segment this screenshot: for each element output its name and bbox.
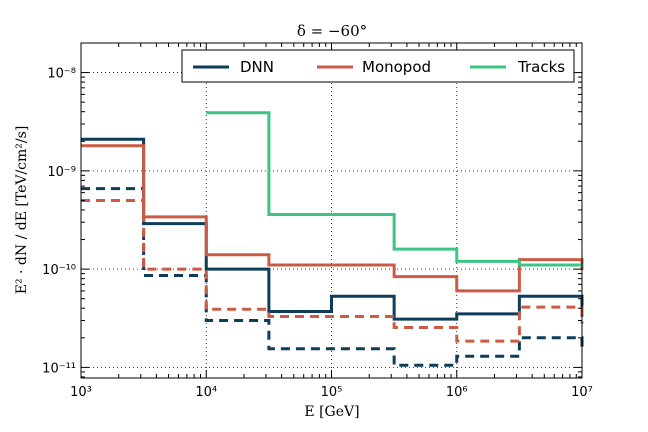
- chart-title: δ = −60°: [297, 22, 367, 40]
- x-tick-label: 10⁵: [321, 385, 343, 400]
- series-monopod-solid: [81, 144, 584, 293]
- legend-label-dnn: DNN: [240, 58, 274, 76]
- series-monopod-dashed: [81, 198, 584, 343]
- series-dnn-solid: [81, 137, 584, 321]
- ticks: [80, 43, 583, 378]
- x-tick-label: 10⁶: [446, 385, 468, 400]
- series-tracks-solid: [206, 111, 584, 268]
- legend-label-monopod: Monopod: [362, 58, 431, 76]
- y-tick-label: 10⁻¹¹: [42, 361, 76, 376]
- x-tick-label: 10⁷: [571, 385, 593, 400]
- legend-box: [181, 49, 575, 83]
- y-tick-label: 10⁻⁹: [47, 165, 76, 180]
- legend-label-tracks: Tracks: [517, 58, 565, 76]
- y-axis-title: E² · dN / dE [TeV/cm²/s]: [14, 126, 30, 295]
- x-axis-title: E [GeV]: [304, 404, 359, 420]
- x-tick-label: 10³: [70, 385, 92, 400]
- y-tick-label: 10⁻¹⁰: [42, 263, 76, 278]
- series-layer: [81, 111, 584, 367]
- y-tick-label: 10⁻⁸: [47, 67, 76, 82]
- tick-labels: 10³ 10⁴ 10⁵ 10⁶ 10⁷ 10⁻¹¹ 10⁻¹⁰ 10⁻⁹ 10⁻⁸: [42, 67, 593, 400]
- x-tick-label: 10⁴: [195, 385, 217, 400]
- legend: DNN Monopod Tracks: [181, 49, 575, 83]
- series-dnn-dashed: [81, 187, 584, 367]
